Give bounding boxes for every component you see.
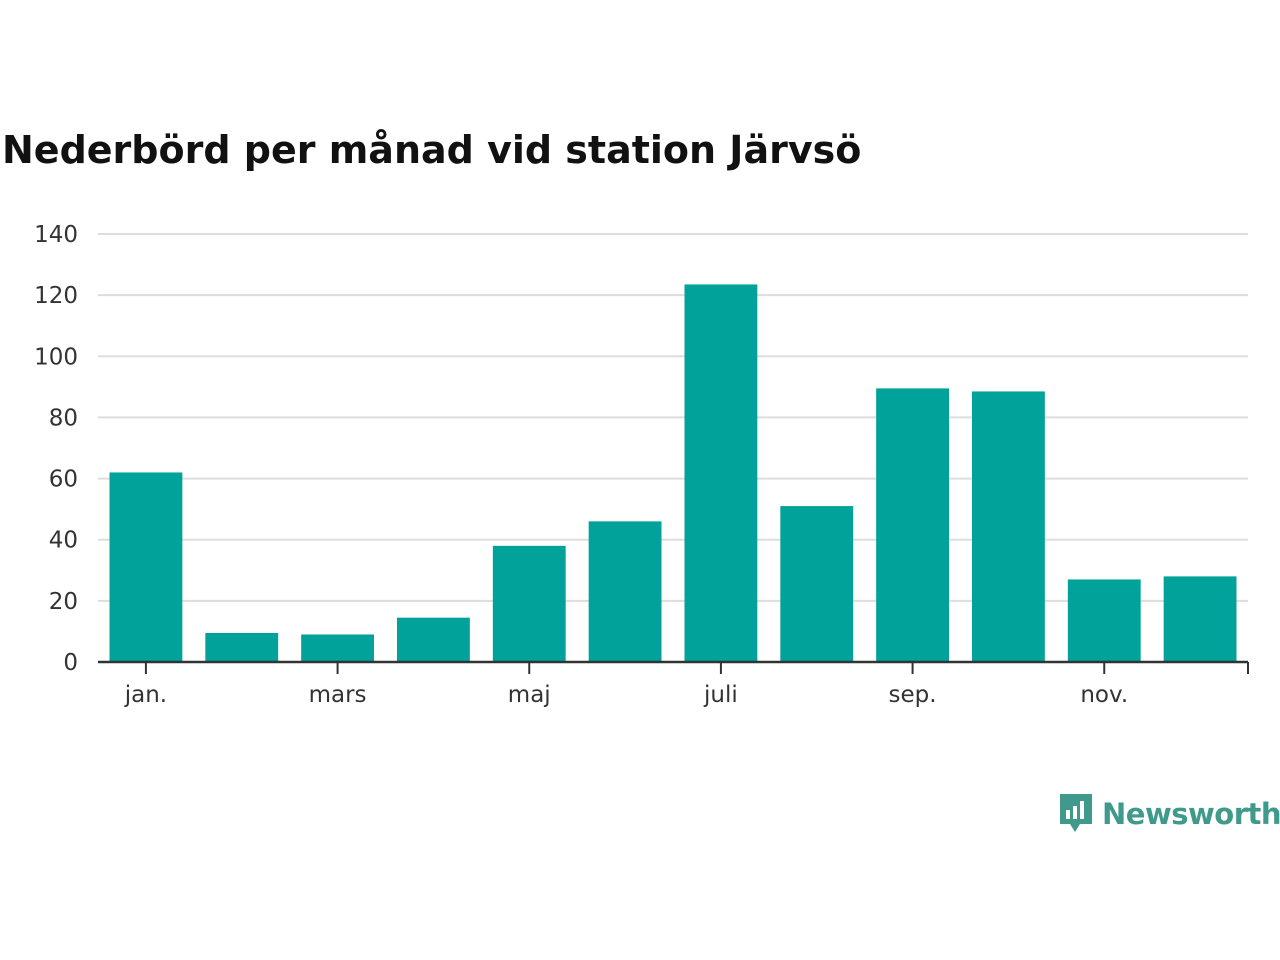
- x-tick-label: jan.: [124, 682, 167, 708]
- bar-juli: [684, 284, 758, 662]
- x-tick-label: nov.: [1080, 682, 1128, 708]
- bar-juni: [588, 521, 662, 662]
- x-tick-label: sep.: [889, 682, 937, 708]
- bars: [109, 284, 1237, 662]
- bar-maj: [492, 545, 566, 662]
- grid-lines: [98, 233, 1248, 602]
- x-tick-label: juli: [703, 682, 738, 708]
- bar-jan: [109, 472, 183, 662]
- y-tick-label: 40: [49, 528, 78, 554]
- x-tick-label: maj: [508, 682, 551, 708]
- x-tick-label: mars: [309, 682, 367, 708]
- y-axis-ticks: 0 20 40 60 80 100 120 140: [34, 222, 78, 676]
- x-axis: jan. mars maj juli sep. nov.: [98, 660, 1249, 708]
- y-tick-label: 20: [49, 589, 78, 615]
- y-tick-label: 0: [63, 650, 78, 676]
- newsworthy-logo: Newsworthy: [1058, 792, 1280, 836]
- y-tick-label: 120: [34, 283, 78, 309]
- bar-sep: [876, 388, 949, 662]
- bar-aug: [780, 506, 854, 662]
- bar-dec: [1163, 576, 1237, 662]
- bar-feb: [205, 632, 279, 662]
- bar-mars: [301, 634, 374, 662]
- y-tick-label: 80: [49, 405, 78, 431]
- bar-okt: [972, 391, 1045, 662]
- chart-title: Nederbörd per månad vid station Järvsö: [2, 128, 862, 172]
- bar-nov: [1067, 579, 1141, 662]
- bar-apr: [397, 617, 470, 662]
- y-tick-label: 60: [49, 467, 78, 493]
- y-tick-label: 140: [34, 222, 78, 248]
- chart-speech-bubble-icon: [1060, 794, 1092, 832]
- brand-name: Newsworthy: [1102, 797, 1280, 831]
- y-tick-label: 100: [34, 344, 78, 370]
